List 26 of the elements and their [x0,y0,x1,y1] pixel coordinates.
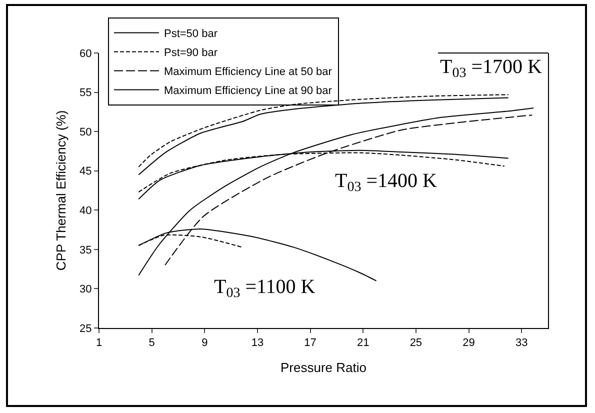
x-tick-label: 29 [462,337,475,350]
x-tick-label: 21 [356,337,370,350]
y-tick-label: 30 [80,284,92,296]
x-tick-label: 17 [304,337,316,350]
annotation: T$_{03}$ =1700 K [440,56,542,82]
legend-label: Pst=50 bar [164,28,218,40]
annotation: T$_{03}$ =1100 K [214,276,316,302]
y-tick-label: 40 [80,204,92,217]
x-tick-label: 25 [410,337,422,350]
x-tick-label: 13 [251,337,264,350]
legend-label: Maximum Efficiency Line at 50 bar [164,66,332,78]
x-tick-label: 33 [515,337,528,350]
y-tick-label: 35 [80,244,92,256]
y-tick-label: 45 [80,166,92,178]
legend-label: Maximum Efficiency Line at 90 bar [164,85,332,98]
y-tick-label: 50 [80,126,92,138]
x-tick-label: 9 [202,337,208,350]
y-tick-label: 60 [80,48,92,60]
x-axis-title: Pressure Ratio [280,360,366,375]
y-tick-label: 55 [80,87,92,100]
y-tick-label: 25 [80,322,92,335]
annotation: T$_{03}$ =1400 K [335,170,438,196]
x-tick-label: 5 [148,337,155,350]
x-tick-label: 1 [96,337,102,350]
legend-label: Pst=90 bar [164,47,218,60]
y-axis-title: CPP Thermal Efficiency (%) [54,110,68,271]
